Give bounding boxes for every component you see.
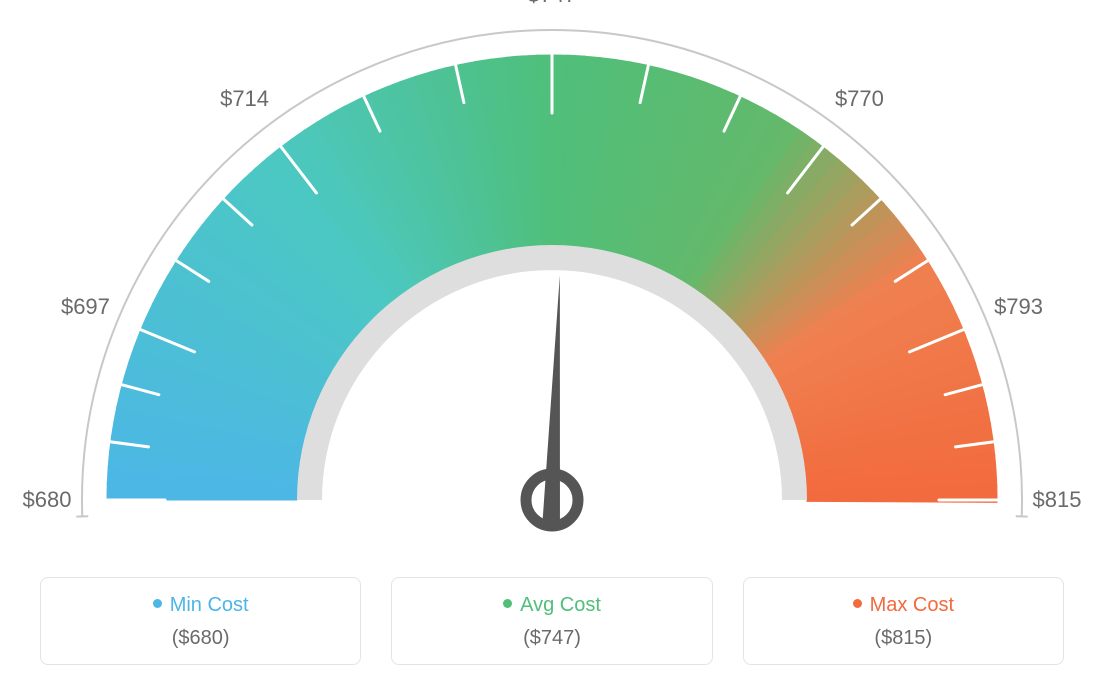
legend-title-max: Max Cost bbox=[754, 594, 1053, 617]
legend-card-max: Max Cost ($815) bbox=[743, 577, 1064, 665]
gauge-chart-container: $680 $697 $714 $747 $770 $793 $815 Min Cost ($… bbox=[0, 0, 1104, 690]
legend-title-text-max: Max Cost bbox=[870, 594, 954, 616]
legend-title-text-min: Min Cost bbox=[170, 594, 249, 616]
gauge-tick-label: $747 bbox=[528, 0, 577, 8]
legend-title-text-avg: Avg Cost bbox=[520, 594, 601, 616]
legend-dot-min bbox=[153, 599, 162, 608]
gauge-svg bbox=[0, 0, 1104, 570]
legend-row: Min Cost ($680) Avg Cost ($747) Max Cost… bbox=[40, 577, 1064, 665]
legend-value-min: ($680) bbox=[51, 627, 350, 650]
gauge-tick-label: $793 bbox=[994, 294, 1043, 320]
legend-dot-max bbox=[853, 599, 862, 608]
gauge-tick-label: $815 bbox=[1033, 487, 1082, 513]
legend-value-avg: ($747) bbox=[402, 627, 701, 650]
legend-card-avg: Avg Cost ($747) bbox=[391, 577, 712, 665]
legend-title-min: Min Cost bbox=[51, 594, 350, 617]
gauge-tick-label: $697 bbox=[61, 294, 110, 320]
legend-dot-avg bbox=[503, 599, 512, 608]
gauge-tick-label: $770 bbox=[835, 86, 884, 112]
gauge-tick-label: $714 bbox=[220, 86, 269, 112]
gauge-tick-label: $680 bbox=[23, 487, 72, 513]
gauge-area: $680 $697 $714 $747 $770 $793 $815 bbox=[0, 0, 1104, 570]
legend-card-min: Min Cost ($680) bbox=[40, 577, 361, 665]
legend-value-max: ($815) bbox=[754, 627, 1053, 650]
legend-title-avg: Avg Cost bbox=[402, 594, 701, 617]
